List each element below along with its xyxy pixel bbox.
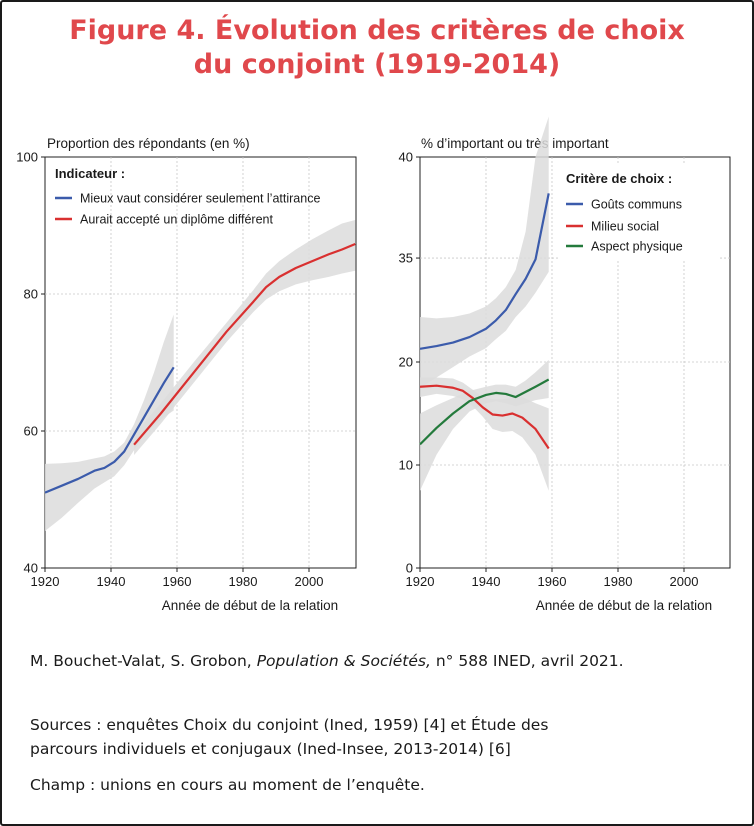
x-tick-label: 1980: [604, 574, 633, 589]
y-tick-label: 20: [399, 355, 413, 370]
x-tick-label: 2000: [295, 574, 324, 589]
y-tick-label: 0: [406, 561, 413, 576]
caption-authors: M. Bouchet-Valat, S. Grobon,: [30, 652, 252, 670]
figure-caption: M. Bouchet-Valat, S. Grobon, Population …: [30, 652, 730, 670]
y-tick-label: 60: [24, 424, 38, 439]
left-y-axis-title: Proportion des répondants (en %): [47, 136, 250, 151]
right-confidence-bands: [420, 116, 549, 491]
left-confidence-bands: [45, 220, 356, 532]
series-line-gouts: [419, 193, 550, 350]
confidence-band-aspect: [420, 359, 549, 491]
right-chart: % d’important ou très important 0 10 20 35 4…: [399, 116, 731, 613]
right-y-ticks: 0 10 20 35 40: [399, 150, 420, 576]
caption-journal: Population & Sociétés,: [256, 652, 431, 670]
confidence-band-gouts: [420, 116, 549, 388]
right-legend-title: Critère de choix :: [566, 171, 672, 186]
x-tick-label: 2000: [670, 574, 699, 589]
x-tick-label: 1960: [163, 574, 192, 589]
champ-note: Champ : unions en cours au moment de l’e…: [30, 776, 425, 794]
left-legend-title: Indicateur :: [55, 166, 125, 181]
y-tick-label: 10: [399, 458, 413, 473]
series-line-milieu: [419, 384, 550, 450]
series-line-attirance: [44, 366, 175, 494]
right-legend-label-aspect: Aspect physique: [591, 240, 683, 254]
sources-line2: parcours individuels et conjugaux (Ined-…: [30, 740, 511, 758]
y-tick-label: 100: [16, 150, 38, 165]
y-tick-label: 40: [399, 150, 413, 165]
y-tick-label: 35: [399, 251, 413, 266]
right-series-lines: [419, 193, 550, 450]
figure-title-line1: Figure 4. Évolution des critères de choi…: [69, 15, 685, 46]
figure-title-line2: du conjoint (1919-2014): [193, 49, 561, 80]
right-x-axis-title: Année de début de la relation: [536, 598, 712, 613]
x-tick-label: 1920: [406, 574, 435, 589]
left-chart: Proportion des répondants (en %) 40 60 80 1…: [16, 136, 357, 613]
right-x-ticks: 1920 1940 1960 1980 2000: [406, 568, 699, 589]
sources-line1: Sources : enquêtes Choix du conjoint (In…: [30, 716, 549, 734]
x-tick-label: 1960: [538, 574, 567, 589]
x-tick-label: 1980: [229, 574, 258, 589]
caption-issue: n° 588 INED, avril 2021.: [435, 652, 624, 670]
confidence-band-attirance: [45, 314, 174, 532]
series-line-diplome: [133, 242, 356, 446]
right-legend-label-milieu: Milieu social: [591, 220, 659, 234]
left-x-axis-title: Année de début de la relation: [162, 598, 338, 613]
left-x-ticks: 1920 1940 1960 1980 2000: [31, 568, 324, 589]
left-y-ticks: 40 60 80 100: [16, 150, 45, 576]
figure-title: Figure 4. Évolution des critères de choi…: [0, 14, 754, 82]
right-legend-label-gouts: Goûts communs: [591, 198, 682, 212]
y-tick-label: 80: [24, 287, 38, 302]
left-series-lines: [44, 242, 356, 494]
left-grid: [45, 157, 356, 568]
x-tick-label: 1940: [472, 574, 501, 589]
series-line-aspect: [419, 378, 550, 446]
left-legend-label-diplome: Aurait accepté un diplôme différent: [80, 213, 273, 227]
confidence-band-diplome: [134, 220, 356, 455]
x-tick-label: 1920: [31, 574, 60, 589]
x-tick-label: 1940: [97, 574, 126, 589]
y-tick-label: 40: [24, 561, 38, 576]
sources-note: Sources : enquêtes Choix du conjoint (In…: [30, 713, 730, 761]
right-y-axis-title: % d’important ou très important: [421, 136, 609, 151]
right-legend-box: [558, 163, 718, 261]
left-legend-label-attirance: Mieux vaut considérer seulement l’attira…: [80, 192, 320, 206]
charts-canvas: Proportion des répondants (en %) 40 60 80 1…: [16, 116, 731, 613]
